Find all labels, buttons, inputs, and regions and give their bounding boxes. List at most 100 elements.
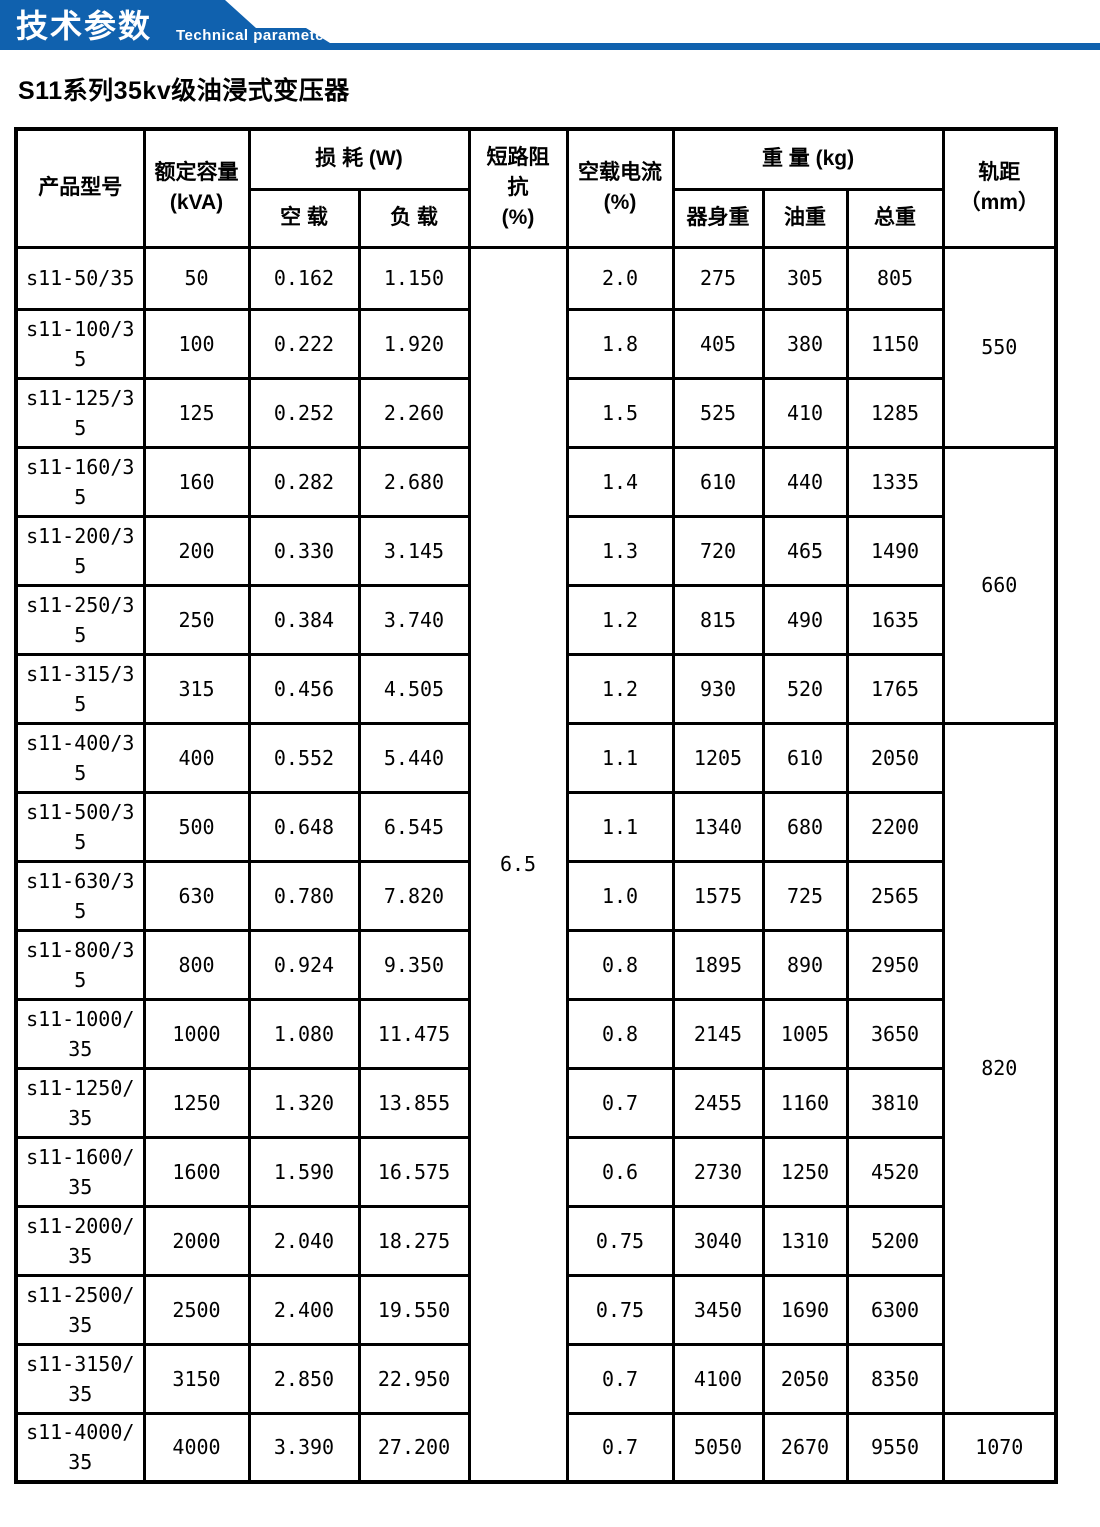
table-cell: 1310 xyxy=(761,1204,849,1277)
table-cell: 0.8 xyxy=(565,928,675,1001)
table-row: s11-50/35 50 0.162 1.150 6.5 2.0 275 305 805 550 xyxy=(14,245,1058,1484)
table-cell: 200 xyxy=(142,514,251,587)
table-row: s11-160/35 160 0.282 2.680 1.4 610 440 1335 660 xyxy=(14,445,1058,725)
table-cell: 0.252 xyxy=(247,376,361,449)
table-cell: 2730 xyxy=(671,1135,765,1208)
model-cell: s11-3150/35 xyxy=(14,1342,146,1415)
impedance-cell: 6.5 xyxy=(467,245,569,1484)
header-total-weight: 总重 xyxy=(845,187,945,249)
table-cell: 720 xyxy=(671,514,765,587)
header-loss-no-load: 空 载 xyxy=(247,187,361,249)
table-cell: 1635 xyxy=(845,583,945,656)
table-cell: 0.552 xyxy=(247,721,361,794)
table-cell: 2.850 xyxy=(247,1342,361,1415)
table-row: s11-100/35 100 0.222 1.920 1.8 405 380 1150 xyxy=(14,307,1056,380)
table-cell: 500 xyxy=(142,790,251,863)
table-cell: 800 xyxy=(142,928,251,1001)
table-cell: 6.545 xyxy=(357,790,471,863)
table-row: s11-2000/35 2000 2.040 18.275 0.75 3040 1310 52… xyxy=(14,1204,1056,1277)
model-cell: s11-4000/35 xyxy=(14,1411,146,1484)
header-loss: 损 耗 (W) xyxy=(247,127,471,191)
table-cell: 0.456 xyxy=(247,652,361,725)
table-row: s11-125/35 125 0.252 2.260 1.5 525 410 1285 xyxy=(14,376,1056,449)
table-cell: 305 xyxy=(761,245,849,311)
model-cell: s11-500/35 xyxy=(14,790,146,863)
table-cell: 1.1 xyxy=(565,790,675,863)
table-cell: 1.8 xyxy=(565,307,675,380)
page-title: S11系列35kv级油浸式变压器 xyxy=(18,77,350,105)
table-cell: 3450 xyxy=(671,1273,765,1346)
table-cell: 0.7 xyxy=(565,1342,675,1415)
table-cell: 1895 xyxy=(671,928,765,1001)
spec-table: 产品型号 额定容量 (kVA) 损 耗 (W) 短路阻 抗 (%) 空载电流 (… xyxy=(14,127,1059,1484)
table-cell: 13.855 xyxy=(357,1066,471,1139)
table-cell: 0.75 xyxy=(565,1273,675,1346)
table-cell: 1285 xyxy=(845,376,945,449)
table-cell: 3.145 xyxy=(357,514,471,587)
table-cell: 815 xyxy=(671,583,765,656)
banner-title-en: Technical parameter xyxy=(176,27,331,44)
table-row: s11-4000/35 4000 3.390 27.200 0.7 5050 2670 955… xyxy=(14,1411,1058,1484)
table-cell: 930 xyxy=(671,652,765,725)
table-cell: 1005 xyxy=(761,997,849,1070)
table-cell: 1.0 xyxy=(565,859,675,932)
table-cell: 2.040 xyxy=(247,1204,361,1277)
table-cell: 100 xyxy=(142,307,251,380)
table-cell: 4100 xyxy=(671,1342,765,1415)
table-cell: 19.550 xyxy=(357,1273,471,1346)
table-cell: 1.4 xyxy=(565,445,675,518)
header-gauge: 轨距 （mm） xyxy=(941,127,1058,249)
table-cell: 1.320 xyxy=(247,1066,361,1139)
table-cell: 630 xyxy=(142,859,251,932)
model-cell: s11-50/35 xyxy=(14,245,146,311)
model-cell: s11-315/35 xyxy=(14,652,146,725)
table-cell: 1.5 xyxy=(565,376,675,449)
model-cell: s11-200/35 xyxy=(14,514,146,587)
table-cell: 1.590 xyxy=(247,1135,361,1208)
table-cell: 2200 xyxy=(845,790,945,863)
table-row: s11-630/35 630 0.780 7.820 1.0 1575 725 2565 xyxy=(14,859,1056,932)
table-cell: 520 xyxy=(761,652,849,725)
table-cell: 1765 xyxy=(845,652,945,725)
table-cell: 2.260 xyxy=(357,376,471,449)
table-cell: 2455 xyxy=(671,1066,765,1139)
table-cell: 1.150 xyxy=(357,245,471,311)
table-cell: 9550 xyxy=(845,1411,945,1484)
table-cell: 610 xyxy=(671,445,765,518)
table-cell: 805 xyxy=(845,245,945,311)
banner-title-cn: 技术参数 xyxy=(16,8,153,45)
table-cell: 16.575 xyxy=(357,1135,471,1208)
table-row: s11-315/35 315 0.456 4.505 1.2 930 520 1765 xyxy=(14,652,1056,725)
table-cell: 410 xyxy=(761,376,849,449)
table-row: s11-1000/35 1000 1.080 11.475 0.8 2145 1005 365… xyxy=(14,997,1056,1070)
table-cell: 2145 xyxy=(671,997,765,1070)
table-cell: 1335 xyxy=(845,445,945,518)
table-cell: 4000 xyxy=(142,1411,251,1484)
table-cell: 0.162 xyxy=(247,245,361,311)
table-cell: 7.820 xyxy=(357,859,471,932)
table-cell: 3040 xyxy=(671,1204,765,1277)
model-cell: s11-1600/35 xyxy=(14,1135,146,1208)
table-cell: 2670 xyxy=(761,1411,849,1484)
table-cell: 1250 xyxy=(761,1135,849,1208)
table-cell: 1690 xyxy=(761,1273,849,1346)
model-cell: s11-630/35 xyxy=(14,859,146,932)
table-cell: 250 xyxy=(142,583,251,656)
table-cell: 525 xyxy=(671,376,765,449)
table-cell: 0.75 xyxy=(565,1204,675,1277)
table-cell: 2.400 xyxy=(247,1273,361,1346)
header-oil-weight: 油重 xyxy=(761,187,849,249)
table-cell: 2500 xyxy=(142,1273,251,1346)
model-cell: s11-1250/35 xyxy=(14,1066,146,1139)
table-cell: 3650 xyxy=(845,997,945,1070)
table-cell: 11.475 xyxy=(357,997,471,1070)
table-cell: 1340 xyxy=(671,790,765,863)
table-cell: 1.3 xyxy=(565,514,675,587)
table-row: s11-800/35 800 0.924 9.350 0.8 1895 890 2950 xyxy=(14,928,1056,1001)
table-cell: 4520 xyxy=(845,1135,945,1208)
header-impedance: 短路阻 抗 (%) xyxy=(467,127,569,249)
table-cell: 160 xyxy=(142,445,251,518)
table-row: s11-2500/35 2500 2.400 19.550 0.75 3450 1690 63… xyxy=(14,1273,1056,1346)
header-weight: 重 量 (kg) xyxy=(671,127,945,191)
table-cell: 380 xyxy=(761,307,849,380)
